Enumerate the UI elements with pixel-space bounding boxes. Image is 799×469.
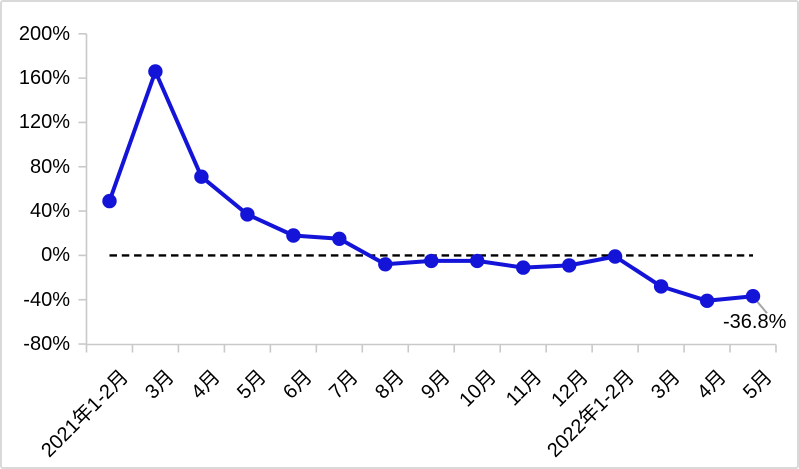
y-axis-tick-label: 40%	[29, 200, 70, 223]
data-point-marker	[102, 193, 117, 209]
y-axis-tick-label: -40%	[23, 288, 70, 311]
data-point-marker	[240, 207, 255, 222]
data-point-marker	[332, 231, 347, 246]
data-point-marker	[378, 257, 393, 272]
y-axis-tick-label: -80%	[23, 333, 70, 356]
y-axis-tick-label: 160%	[18, 67, 70, 90]
data-point-marker	[653, 279, 669, 294]
y-axis-tick-label: 80%	[29, 155, 70, 178]
last-point-data-label: -36.8%	[723, 311, 787, 333]
data-point-marker	[286, 228, 301, 243]
data-point-marker	[607, 249, 623, 264]
y-axis-tick-label: 0%	[41, 244, 70, 267]
data-point-marker	[424, 253, 439, 269]
data-point-marker	[745, 289, 761, 304]
y-axis-tick-label: 200%	[18, 22, 70, 45]
data-point-marker	[194, 169, 209, 184]
data-point-marker	[470, 253, 485, 269]
data-point-marker	[562, 258, 577, 273]
y-axis-tick-label: 120%	[18, 111, 70, 134]
data-point-marker	[516, 260, 531, 275]
data-label-leader-line	[755, 299, 768, 314]
data-point-marker	[699, 293, 715, 308]
data-point-marker	[148, 64, 163, 79]
